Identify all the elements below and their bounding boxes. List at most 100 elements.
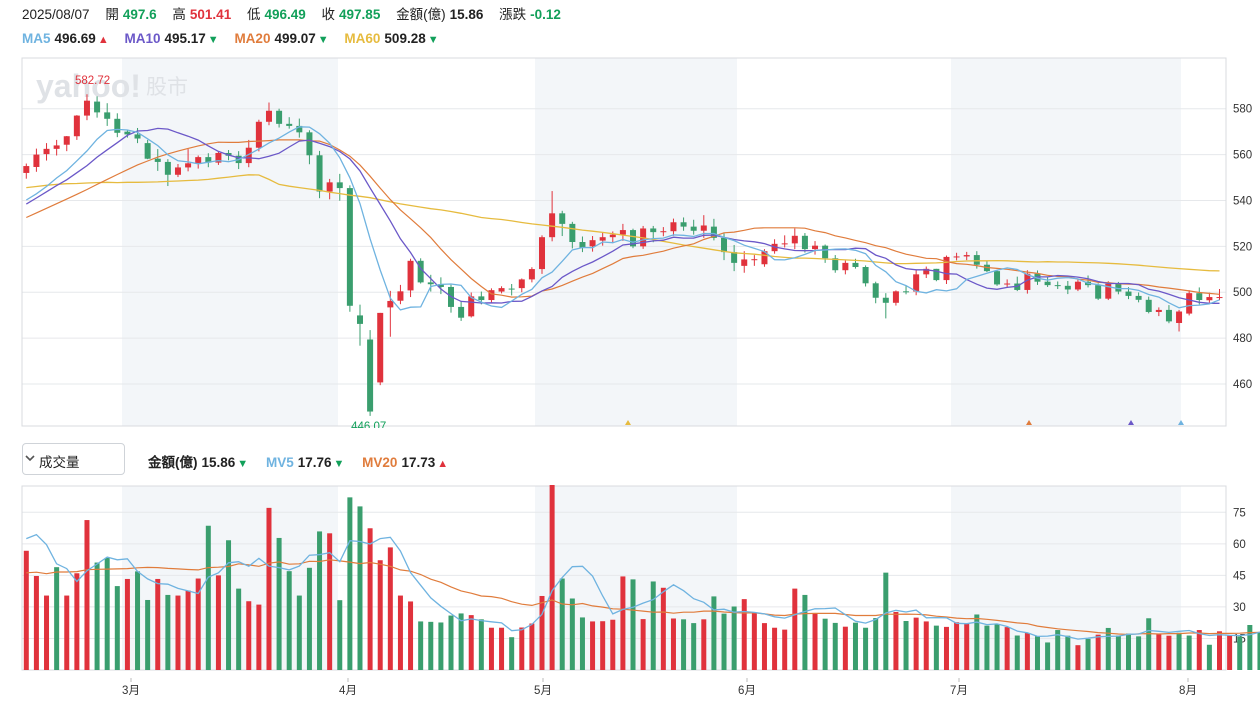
vol-amount-arrow-icon: ▼	[237, 458, 249, 470]
candle-body	[43, 148, 50, 155]
candle-body	[417, 260, 424, 283]
ohlc-info-row: 2025/08/07 開 497.6 高 501.41 低 496.49 收 497.8…	[22, 3, 573, 23]
volume-bar	[246, 601, 252, 670]
candle-body	[336, 182, 343, 189]
volume-bar	[701, 619, 707, 670]
candle-body	[1074, 281, 1081, 290]
candle-body	[1165, 309, 1172, 322]
candle-body	[326, 182, 333, 192]
mv5-line	[26, 533, 1260, 640]
candle-body	[1024, 273, 1031, 290]
candle-body	[528, 269, 535, 280]
volume-bar	[145, 599, 151, 670]
volume-bar	[600, 621, 606, 670]
volume-bar	[1227, 635, 1233, 670]
ma60-legend: MA60 509.28 ▼	[344, 31, 438, 46]
mv20-label: MV20	[362, 455, 398, 470]
candle-body	[1095, 285, 1102, 299]
volume-bar	[559, 578, 565, 670]
volume-bar	[893, 611, 899, 670]
volume-bar	[650, 581, 656, 670]
candle-body	[1064, 285, 1071, 290]
candle-body	[832, 258, 839, 271]
volume-bar	[135, 571, 141, 670]
candle-body	[437, 284, 444, 287]
volume-bar	[660, 587, 666, 670]
candle-body	[498, 288, 505, 292]
volume-bar	[357, 506, 363, 670]
candle-body	[892, 291, 899, 303]
volume-bar	[64, 595, 70, 670]
candle-body	[144, 143, 151, 159]
volume-bar	[1024, 632, 1030, 670]
candle-body	[700, 225, 707, 231]
volume-select-label: 成交量	[39, 455, 80, 470]
y-tick-label: 45	[1233, 570, 1246, 582]
y-tick-label: 60	[1233, 539, 1246, 551]
event-marker-icon	[1178, 420, 1184, 425]
candle-body	[599, 237, 606, 241]
volume-bar	[236, 588, 242, 670]
candle-body	[306, 132, 313, 156]
candle-body	[660, 231, 667, 233]
volume-bar	[428, 621, 434, 670]
volume-chart[interactable]: 1530456075	[0, 485, 1260, 671]
candle-body	[903, 291, 910, 293]
high-stat: 高 501.41	[172, 7, 231, 22]
y-tick-label: 460	[1233, 379, 1252, 391]
mv20-legend: MV20 17.73 ▲	[362, 455, 448, 470]
x-axis: 3月 4月 5月 6月 7月 8月	[122, 678, 1197, 697]
volume-bar	[761, 623, 767, 670]
date-label: 2025/08/07	[22, 7, 90, 22]
volume-bar	[1125, 633, 1131, 670]
volume-bar	[54, 567, 60, 670]
volume-bar	[640, 619, 646, 670]
volume-bar	[620, 576, 626, 670]
candle-body	[1105, 283, 1112, 299]
candle-body	[589, 240, 596, 247]
candle-body	[852, 262, 859, 268]
candle-body	[1004, 283, 1011, 285]
candle-body	[488, 290, 495, 301]
ma60-value: 509.28	[384, 31, 426, 46]
candle-body	[650, 228, 657, 233]
x-tick-label: 3月	[122, 685, 140, 697]
candle-body	[731, 252, 738, 263]
vol-amount-legend: 金額(億) 15.86 ▼	[148, 455, 248, 470]
mv5-legend: MV5 17.76 ▼	[266, 455, 344, 470]
month-shade-band	[535, 486, 737, 670]
candle-body	[539, 237, 546, 270]
volume-bar	[721, 613, 727, 670]
price-chart[interactable]: yahoo! 股市 460 480 500 520 540 560 580 582.72 446…	[0, 56, 1260, 428]
month-shade-band	[122, 58, 338, 426]
candle-body	[579, 242, 586, 248]
volume-bar	[782, 629, 788, 670]
candle-body	[751, 259, 758, 261]
candle-body	[1186, 293, 1193, 314]
volume-bar	[1166, 635, 1172, 670]
candle-body	[356, 315, 363, 324]
volume-bar	[74, 573, 80, 670]
volume-indicator-select[interactable]: 成交量	[22, 443, 125, 475]
candle-body	[33, 154, 40, 167]
candle-body	[468, 296, 475, 317]
candle-body	[377, 312, 384, 383]
mv20-arrow-icon: ▲	[437, 458, 449, 470]
candle-body	[943, 256, 950, 281]
volume-bar	[1075, 645, 1081, 670]
candle-body	[1176, 311, 1183, 323]
volume-bar	[488, 627, 494, 670]
candle-body	[286, 123, 293, 126]
candle-body	[569, 223, 576, 242]
candle-body	[913, 274, 920, 292]
ma10-label: MA10	[124, 31, 161, 46]
x-tick-label: 7月	[950, 685, 968, 697]
volume-bar	[630, 579, 636, 670]
event-marker-icon	[625, 420, 631, 425]
ma20-arrow-icon: ▼	[317, 34, 329, 46]
candle-body	[255, 121, 262, 148]
candle-body	[195, 157, 202, 164]
candle-body	[862, 267, 869, 284]
volume-bar	[822, 618, 828, 670]
candle-body	[63, 136, 70, 145]
